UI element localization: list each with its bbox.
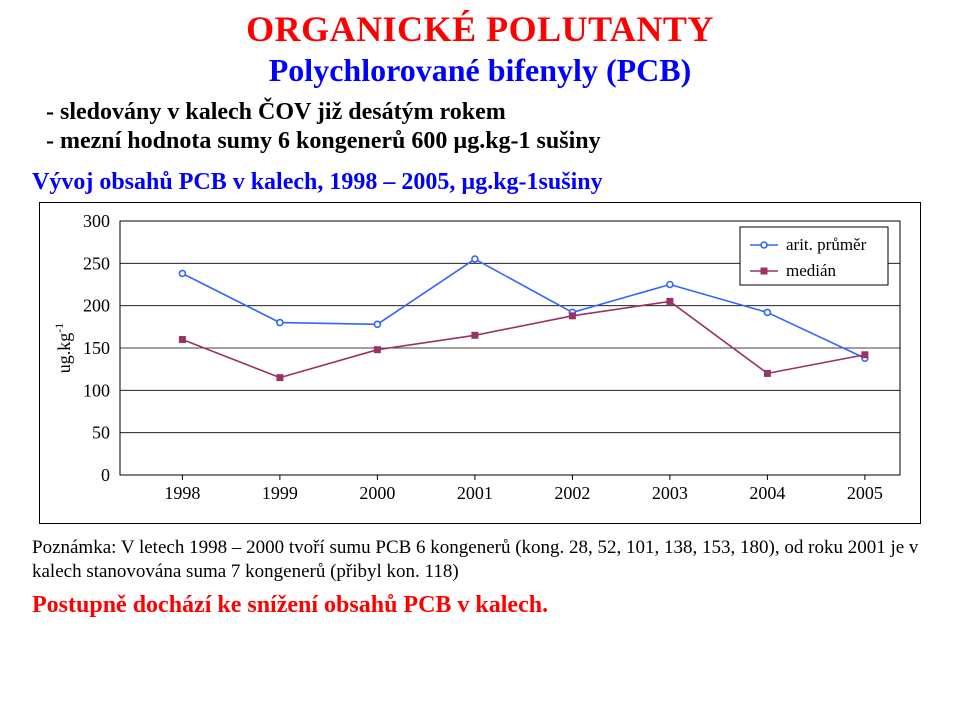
- y-tick-label: 100: [83, 380, 110, 400]
- bullet-line-1: - sledovány v kalech ČOV již desátým rok…: [46, 99, 928, 126]
- x-tick-label: 2003: [652, 483, 688, 503]
- title-sub: Polychlorované bifenyly (PCB): [32, 52, 928, 89]
- data-marker: [569, 313, 575, 319]
- legend-label: medián: [786, 261, 837, 280]
- data-marker: [179, 270, 185, 276]
- x-tick-label: 1999: [262, 483, 298, 503]
- data-marker: [374, 321, 380, 327]
- x-tick-label: 2004: [749, 483, 785, 503]
- y-tick-label: 150: [83, 338, 110, 358]
- chart-svg: 0 50 100 150 200 250 300 ug.kg-1 1998 1999 2000 200…: [40, 203, 920, 523]
- data-marker: [472, 332, 478, 338]
- y-tick-label: 50: [92, 423, 110, 443]
- y-tick-label: 200: [83, 296, 110, 316]
- data-marker: [862, 352, 868, 358]
- y-tick-label: 300: [83, 211, 110, 231]
- x-tick-label: 2000: [359, 483, 395, 503]
- y-axis-label: ug.kg-1: [52, 323, 74, 374]
- pcb-line-chart: 0 50 100 150 200 250 300 ug.kg-1 1998 1999 2000 200…: [39, 202, 921, 524]
- y-tick-label: 0: [101, 465, 110, 485]
- data-marker: [667, 298, 673, 304]
- legend-label: arit. průměr: [786, 235, 867, 254]
- data-marker: [764, 370, 770, 376]
- title-main: ORGANICKÉ POLUTANTY: [32, 8, 928, 50]
- x-tick-label: 2005: [847, 483, 883, 503]
- data-marker: [374, 347, 380, 353]
- x-tick-label: 2002: [554, 483, 590, 503]
- conclusion-text: Postupně dochází ke snížení obsahů PCB v…: [32, 592, 928, 619]
- data-marker: [472, 256, 478, 262]
- x-tick-label: 2001: [457, 483, 493, 503]
- chart-heading: Vývoj obsahů PCB v kalech, 1998 – 2005, …: [32, 169, 928, 196]
- data-marker: [667, 282, 673, 288]
- data-marker: [277, 320, 283, 326]
- y-tick-label: 250: [83, 253, 110, 273]
- bullet-line-2: - mezní hodnota sumy 6 kongenerů 600 µg.…: [46, 128, 928, 155]
- data-marker: [764, 309, 770, 315]
- chart-footnote: Poznámka: V letech 1998 – 2000 tvoří sum…: [32, 536, 928, 584]
- x-tick-label: 1998: [164, 483, 200, 503]
- data-marker: [179, 337, 185, 343]
- data-marker: [277, 375, 283, 381]
